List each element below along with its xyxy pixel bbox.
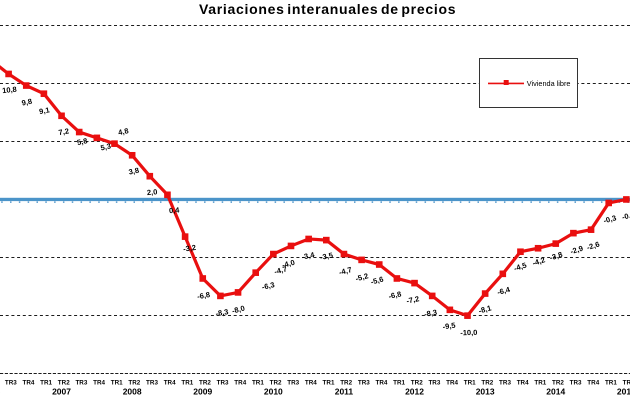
svg-text:TR1: TR1 bbox=[323, 380, 335, 387]
svg-text:TR3: TR3 bbox=[75, 380, 87, 387]
svg-text:TR2: TR2 bbox=[58, 380, 70, 387]
svg-text:7,2: 7,2 bbox=[58, 126, 70, 137]
svg-text:-4,7: -4,7 bbox=[273, 264, 288, 276]
svg-text:10,8: 10,8 bbox=[2, 85, 17, 95]
svg-text:TR4: TR4 bbox=[517, 380, 529, 387]
svg-text:TR2: TR2 bbox=[481, 380, 493, 387]
svg-text:-2,6: -2,6 bbox=[586, 240, 601, 253]
svg-text:TR2: TR2 bbox=[623, 380, 630, 387]
svg-text:5,8: 5,8 bbox=[76, 136, 88, 147]
svg-text:-6,4: -6,4 bbox=[496, 285, 512, 297]
svg-text:-8,1: -8,1 bbox=[478, 303, 493, 315]
svg-text:TR2: TR2 bbox=[199, 380, 211, 387]
svg-text:-10,0: -10,0 bbox=[460, 328, 477, 338]
svg-text:2007: 2007 bbox=[52, 387, 71, 397]
svg-text:TR1: TR1 bbox=[534, 380, 546, 387]
svg-text:9,1: 9,1 bbox=[38, 105, 50, 116]
svg-text:-0,3: -0,3 bbox=[602, 213, 617, 225]
svg-text:-6,8: -6,8 bbox=[196, 290, 210, 301]
svg-text:Variaciones interanuales de pr: Variaciones interanuales de precios bbox=[199, 1, 456, 17]
svg-text:2014: 2014 bbox=[546, 387, 565, 397]
svg-text:TR1: TR1 bbox=[393, 380, 405, 387]
svg-text:TR4: TR4 bbox=[305, 380, 317, 387]
svg-text:-0,1: -0,1 bbox=[621, 210, 630, 222]
svg-text:TR3: TR3 bbox=[428, 380, 440, 387]
svg-text:2013: 2013 bbox=[476, 387, 495, 397]
svg-text:-5,2: -5,2 bbox=[354, 271, 369, 283]
svg-text:2,0: 2,0 bbox=[146, 187, 157, 197]
svg-text:3,8: 3,8 bbox=[128, 166, 140, 177]
svg-text:Vivienda libre: Vivienda libre bbox=[527, 79, 571, 88]
svg-text:-4,0: -4,0 bbox=[281, 258, 296, 270]
svg-text:TR3: TR3 bbox=[146, 380, 158, 387]
svg-text:9,8: 9,8 bbox=[21, 97, 33, 108]
svg-text:TR4: TR4 bbox=[446, 380, 458, 387]
svg-text:4,8: 4,8 bbox=[117, 126, 129, 137]
svg-text:TR4: TR4 bbox=[164, 380, 176, 387]
svg-text:TR4: TR4 bbox=[375, 380, 387, 387]
svg-text:2008: 2008 bbox=[123, 387, 142, 397]
svg-text:-4,2: -4,2 bbox=[531, 255, 546, 268]
svg-text:TR3: TR3 bbox=[358, 380, 370, 387]
svg-text:-2,9: -2,9 bbox=[569, 244, 584, 257]
svg-text:-3,4: -3,4 bbox=[301, 250, 316, 262]
svg-text:2010: 2010 bbox=[264, 387, 283, 397]
svg-text:2009: 2009 bbox=[193, 387, 212, 397]
svg-text:-6,3: -6,3 bbox=[261, 280, 276, 291]
svg-text:TR2: TR2 bbox=[411, 380, 423, 387]
svg-text:TR3: TR3 bbox=[570, 380, 582, 387]
svg-text:2011: 2011 bbox=[335, 387, 354, 397]
svg-text:TR1: TR1 bbox=[252, 380, 264, 387]
svg-text:-8,3: -8,3 bbox=[215, 307, 229, 318]
svg-text:TR2: TR2 bbox=[128, 380, 140, 387]
svg-text:TR2: TR2 bbox=[270, 380, 282, 387]
svg-text:TR3: TR3 bbox=[499, 380, 511, 387]
svg-text:TR2: TR2 bbox=[340, 380, 352, 387]
svg-text:-5,6: -5,6 bbox=[370, 275, 385, 287]
svg-text:-3,8: -3,8 bbox=[548, 250, 563, 263]
svg-text:0,4: 0,4 bbox=[169, 205, 181, 215]
svg-text:-4,7: -4,7 bbox=[338, 265, 353, 277]
svg-text:TR3: TR3 bbox=[217, 380, 229, 387]
svg-text:-4,5: -4,5 bbox=[513, 261, 528, 274]
svg-text:2006: 2006 bbox=[0, 387, 1, 397]
svg-text:TR4: TR4 bbox=[22, 380, 34, 387]
svg-text:-8,0: -8,0 bbox=[231, 304, 246, 316]
svg-text:5,3: 5,3 bbox=[100, 141, 112, 152]
svg-text:TR1: TR1 bbox=[40, 380, 52, 387]
svg-text:TR4: TR4 bbox=[587, 380, 599, 387]
svg-text:TR4: TR4 bbox=[93, 380, 105, 387]
svg-text:TR1: TR1 bbox=[605, 380, 617, 387]
svg-text:-9,5: -9,5 bbox=[442, 321, 456, 332]
svg-text:2015: 2015 bbox=[617, 387, 630, 397]
svg-text:-8,3: -8,3 bbox=[423, 308, 437, 319]
svg-text:TR1: TR1 bbox=[181, 380, 193, 387]
svg-text:-6,8: -6,8 bbox=[388, 289, 403, 300]
svg-text:2012: 2012 bbox=[405, 387, 424, 397]
svg-text:TR2: TR2 bbox=[552, 380, 564, 387]
svg-text:TR3: TR3 bbox=[287, 380, 299, 387]
svg-text:TR1: TR1 bbox=[464, 380, 476, 387]
svg-text:TR4: TR4 bbox=[234, 380, 246, 387]
svg-text:TR1: TR1 bbox=[111, 380, 123, 387]
svg-text:TR3: TR3 bbox=[5, 380, 17, 387]
svg-text:-3,2: -3,2 bbox=[183, 243, 197, 254]
svg-text:-7,2: -7,2 bbox=[406, 294, 421, 305]
svg-text:-3,5: -3,5 bbox=[319, 251, 334, 262]
